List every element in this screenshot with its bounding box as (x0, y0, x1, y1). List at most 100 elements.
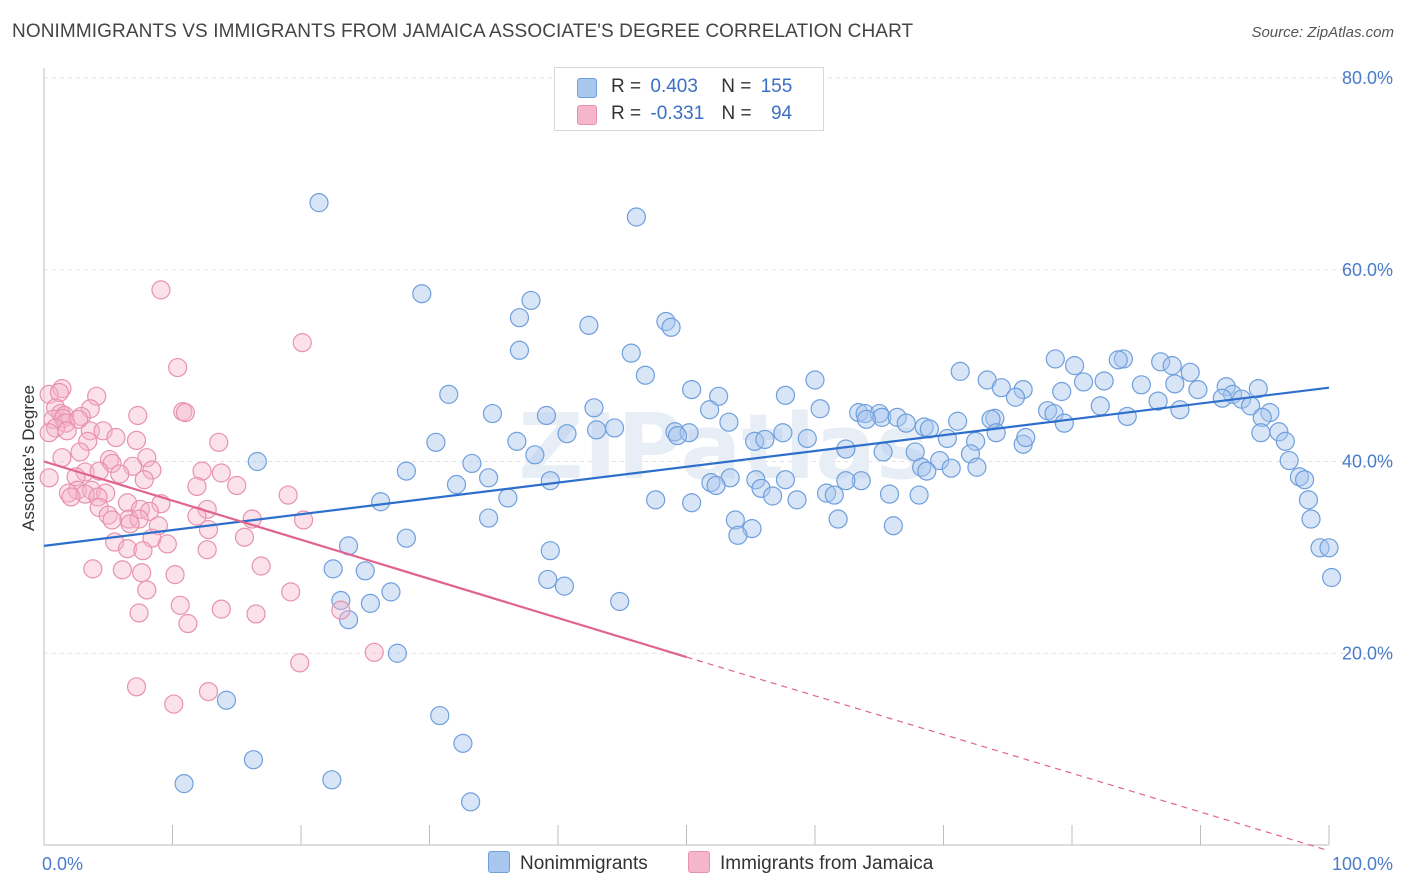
data-point-jamaica (246, 604, 266, 624)
data-point-jamaica (78, 431, 98, 451)
r-value: 0.403 (650, 76, 698, 97)
data-point-jamaica (211, 599, 231, 619)
chart-title: NONIMMIGRANTS VS IMMIGRANTS FROM JAMAICA… (12, 21, 914, 42)
data-point-nonimmigrants (930, 450, 950, 471)
blue-swatch (577, 78, 597, 98)
data-point-nonimmigrants (174, 774, 194, 794)
data-point-nonimmigrants (243, 750, 264, 770)
data-point-jamaica (117, 539, 138, 559)
data-point-nonimmigrants (787, 490, 807, 510)
data-point-nonimmigrants (579, 315, 599, 335)
data-point-nonimmigrants (439, 384, 459, 404)
data-point-nonimmigrants (1275, 431, 1295, 451)
data-point-nonimmigrants (1212, 388, 1232, 408)
data-point-jamaica (134, 470, 154, 490)
data-point-nonimmigrants (709, 386, 729, 406)
data-point-jamaica (281, 582, 301, 602)
data-point-nonimmigrants (1064, 356, 1085, 376)
x-tick-labels: 0.0% 100.0% (42, 854, 1393, 874)
r-label: R = (611, 76, 642, 97)
data-point-nonimmigrants (725, 510, 745, 530)
y-tick-label: 60.0% (1342, 260, 1393, 280)
data-point-jamaica (175, 403, 195, 423)
data-point-nonimmigrants (816, 483, 837, 503)
series-nonimmigrants-points (174, 193, 1342, 812)
data-point-jamaica (139, 501, 159, 521)
data-point-jamaica (168, 357, 188, 378)
data-point-jamaica (197, 540, 217, 560)
data-point-nonimmigrants (1216, 377, 1236, 397)
data-point-nonimmigrants (1045, 349, 1065, 369)
trend-line-nonimmigrants (43, 386, 1330, 547)
pink-swatch (577, 105, 597, 125)
data-point-jamaica (211, 463, 231, 483)
data-point-nonimmigrants (755, 429, 775, 450)
data-point-nonimmigrants (1052, 381, 1072, 402)
data-point-jamaica (49, 382, 70, 403)
data-point-nonimmigrants (621, 343, 641, 363)
data-point-nonimmigrants (1117, 406, 1137, 427)
data-point-jamaica (126, 677, 147, 697)
data-point-nonimmigrants (948, 411, 968, 431)
data-point-nonimmigrants (667, 426, 688, 446)
axes (43, 68, 1330, 846)
data-point-nonimmigrants (1148, 391, 1168, 411)
data-point-nonimmigrants (1016, 427, 1036, 448)
data-point-nonimmigrants (1294, 470, 1315, 490)
data-point-nonimmigrants (538, 569, 558, 590)
data-point-nonimmigrants (557, 424, 577, 444)
data-point-nonimmigrants (682, 493, 702, 513)
data-point-jamaica (89, 461, 109, 481)
data-point-jamaica (88, 487, 108, 507)
data-point-jamaica (151, 280, 171, 300)
data-point-nonimmigrants (851, 471, 871, 491)
data-point-nonimmigrants (1094, 371, 1114, 391)
data-point-nonimmigrants (1108, 350, 1128, 370)
data-point-nonimmigrants (1289, 467, 1310, 487)
data-point-nonimmigrants (1180, 362, 1200, 382)
y-tick-labels: 20.0% 40.0% 60.0% 80.0% (1342, 68, 1393, 663)
data-point-nonimmigrants (1188, 379, 1208, 400)
data-point-nonimmigrants (719, 412, 739, 432)
data-point-nonimmigrants (950, 361, 970, 381)
data-point-jamaica (198, 519, 219, 540)
n-label: N = (721, 103, 752, 124)
data-point-jamaica (251, 556, 271, 576)
data-point-nonimmigrants (896, 413, 916, 433)
data-point-jamaica (198, 681, 219, 702)
data-point-jamaica (142, 460, 162, 480)
data-point-nonimmigrants (509, 308, 530, 328)
data-point-nonimmigrants (856, 409, 877, 429)
data-point-nonimmigrants (1298, 490, 1319, 510)
data-point-jamaica (112, 560, 132, 580)
data-point-nonimmigrants (872, 407, 892, 427)
data-point-nonimmigrants (1279, 450, 1299, 471)
data-point-jamaica (227, 475, 247, 496)
data-point-nonimmigrants (1013, 379, 1033, 400)
data-point-jamaica (87, 386, 107, 406)
data-point-nonimmigrants (462, 453, 482, 474)
data-point-nonimmigrants (509, 340, 530, 360)
n-label: N = (721, 76, 752, 97)
data-point-jamaica (137, 448, 157, 468)
data-point-nonimmigrants (646, 490, 666, 510)
data-point-nonimmigrants (554, 576, 575, 596)
data-point-jamaica (331, 600, 351, 620)
data-point-nonimmigrants (360, 593, 380, 613)
data-point-jamaica (128, 405, 148, 426)
legend-item-jamaica: Immigrants from Jamaica (688, 851, 933, 875)
data-point-nonimmigrants (700, 400, 720, 420)
data-point-jamaica (170, 595, 190, 615)
x-tick-label: 100.0% (1332, 854, 1393, 874)
trend-line-jamaica-extension (686, 656, 1330, 852)
data-point-nonimmigrants (661, 317, 681, 337)
data-point-nonimmigrants (430, 705, 450, 726)
data-point-jamaica (110, 464, 130, 484)
data-point-jamaica (70, 442, 90, 462)
data-point-nonimmigrants (1269, 422, 1289, 442)
data-point-nonimmigrants (1252, 407, 1272, 427)
data-point-nonimmigrants (991, 378, 1011, 398)
y-tick-label: 20.0% (1342, 643, 1393, 663)
data-point-nonimmigrants (247, 451, 267, 472)
data-point-jamaica (57, 421, 77, 441)
